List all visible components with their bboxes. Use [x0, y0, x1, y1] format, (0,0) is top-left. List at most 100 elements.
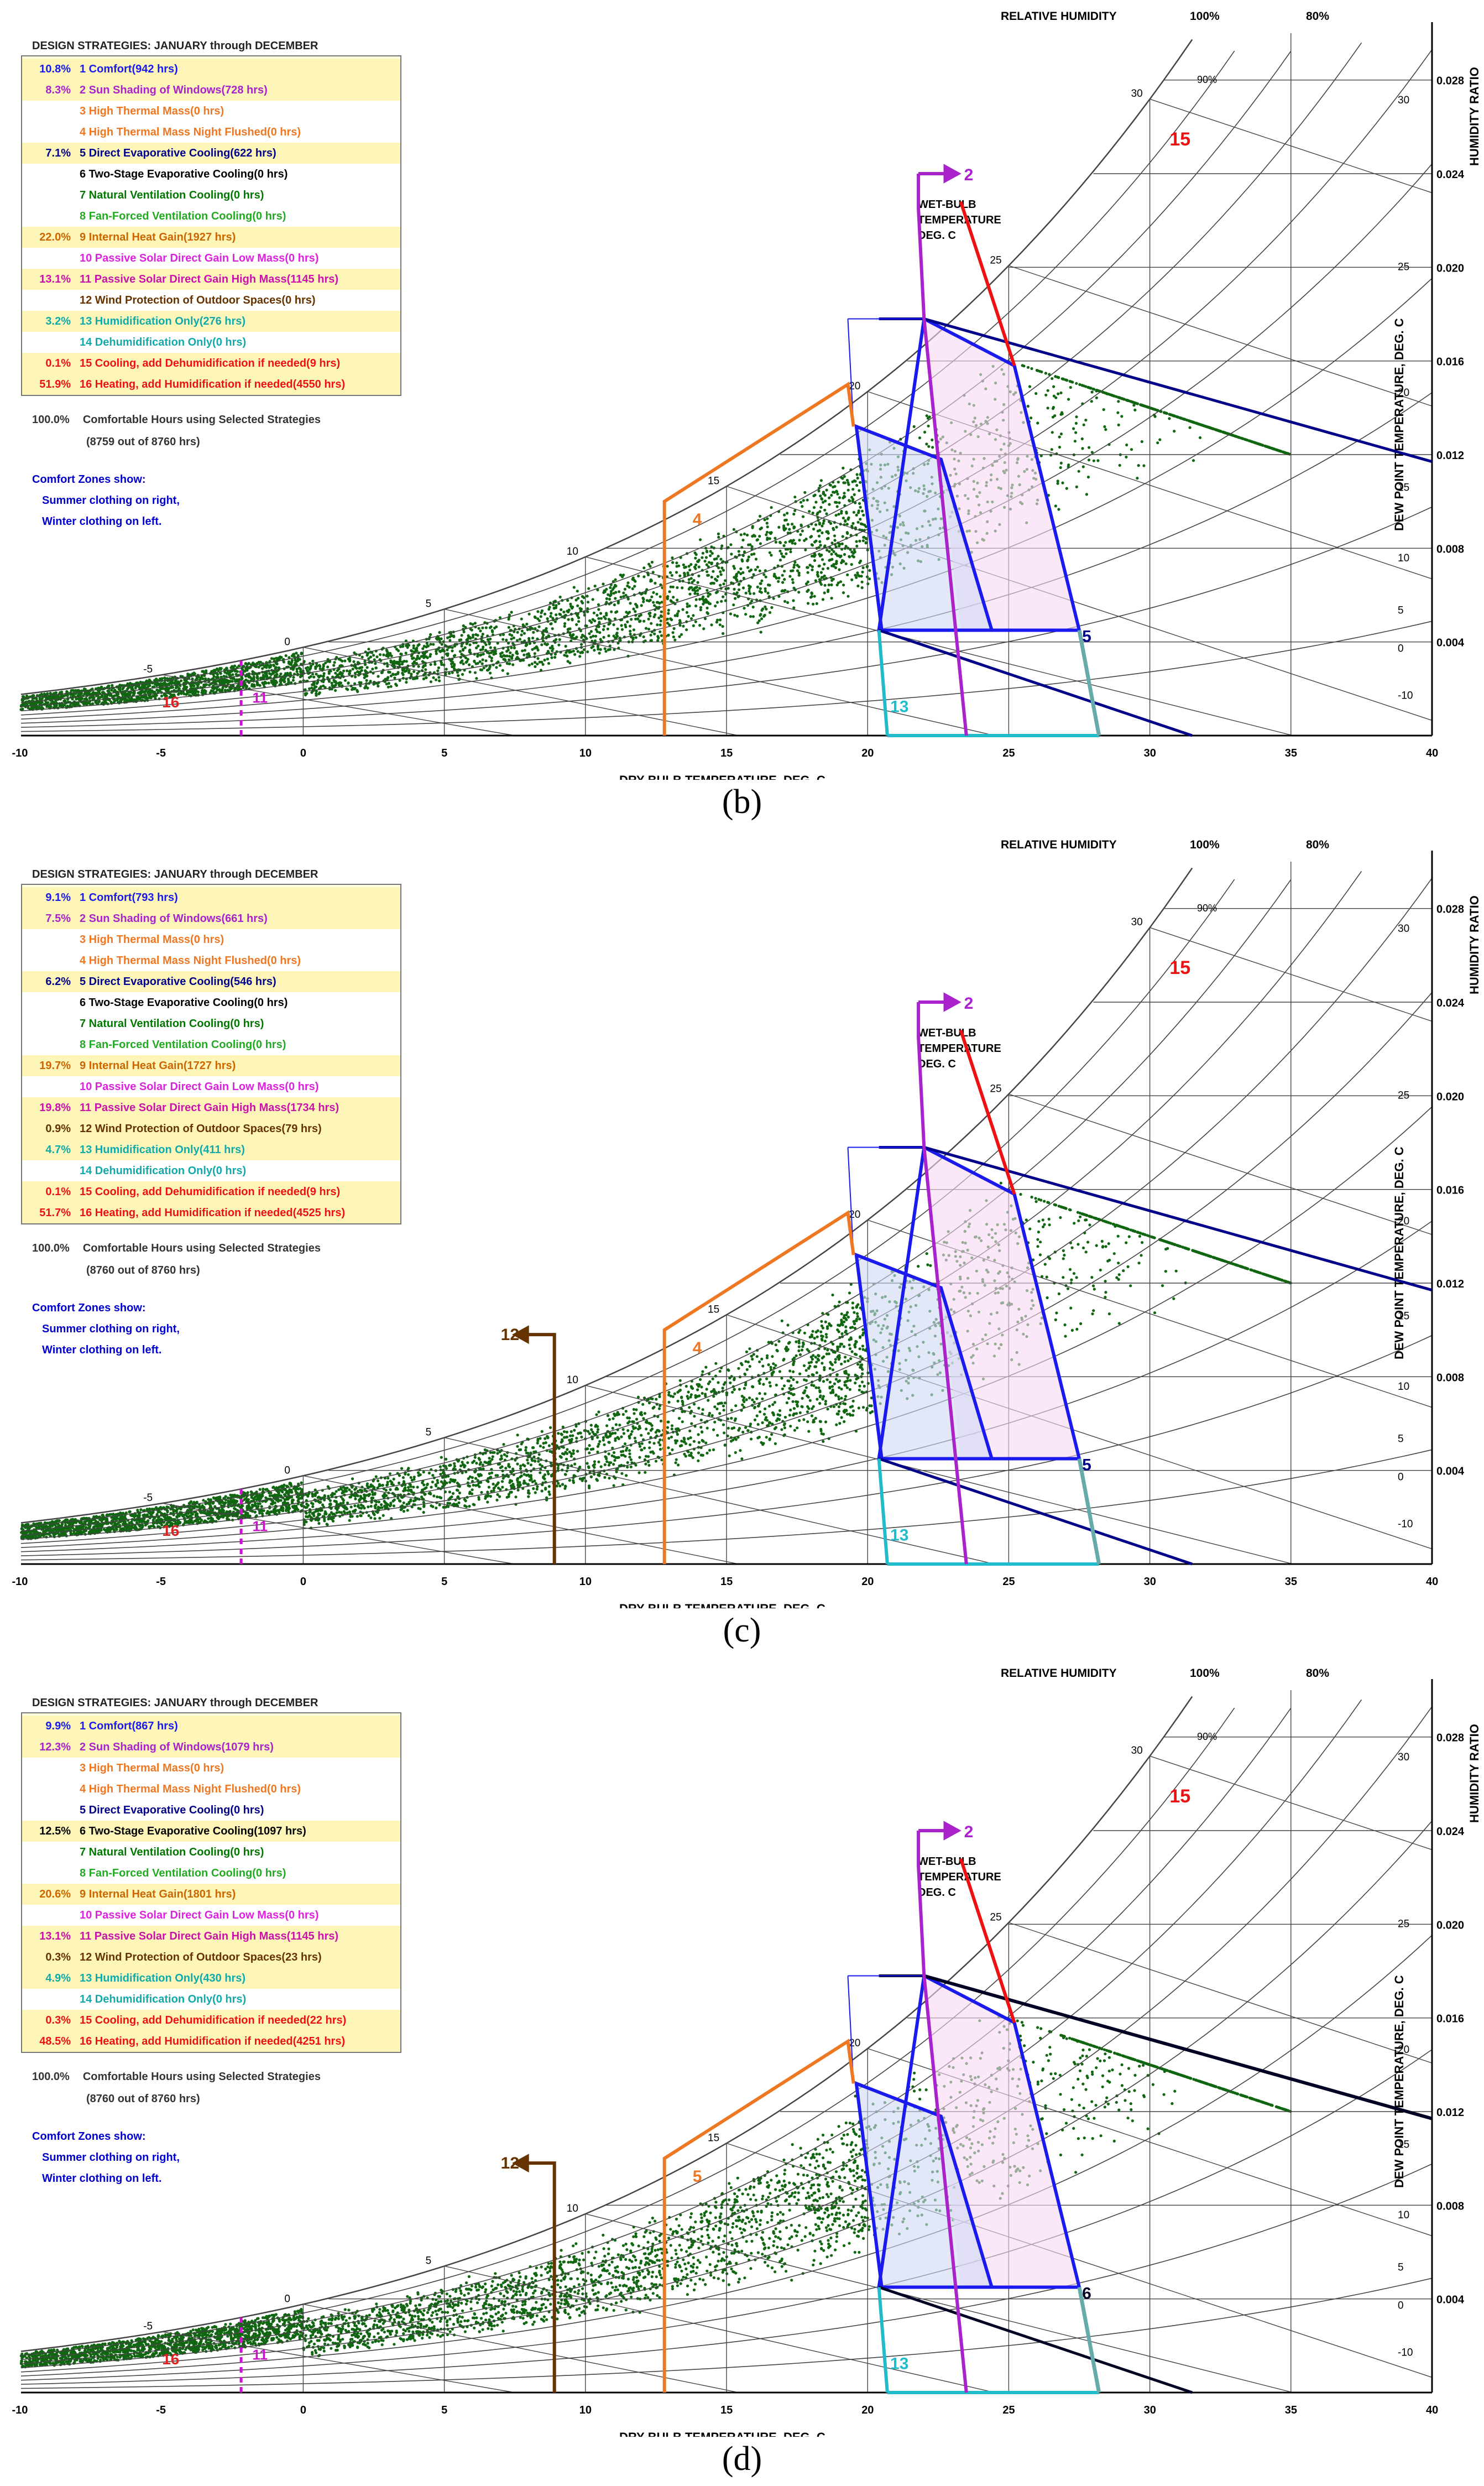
data-point: [829, 558, 832, 561]
data-point: [448, 671, 451, 675]
data-point: [378, 653, 382, 656]
data-point: [842, 466, 845, 470]
data-point: [572, 1449, 575, 1452]
data-point: [213, 680, 217, 684]
data-point: [397, 649, 400, 653]
data-point: [607, 593, 610, 596]
data-point: [832, 486, 835, 489]
data-point: [417, 665, 420, 668]
data-point: [1200, 424, 1204, 427]
data-point: [582, 648, 586, 652]
data-point: [702, 595, 705, 598]
zone-label-15: 15: [1169, 129, 1190, 150]
data-point: [405, 681, 408, 684]
data-point: [598, 652, 601, 655]
data-point: [778, 541, 782, 545]
data-point: [1028, 385, 1032, 388]
data-point: [351, 668, 354, 671]
data-point: [336, 669, 339, 673]
data-point: [860, 1380, 864, 1384]
data-point: [571, 605, 574, 609]
data-point: [1084, 419, 1088, 422]
data-point: [782, 526, 786, 529]
data-point: [694, 556, 697, 560]
data-point: [315, 692, 318, 695]
data-point: [766, 517, 769, 520]
data-point: [653, 604, 656, 607]
data-point: [546, 658, 550, 661]
data-point: [306, 666, 310, 669]
data-point: [1051, 377, 1054, 381]
data-point: [785, 552, 788, 555]
data-point: [786, 512, 789, 515]
data-point: [655, 592, 659, 596]
data-point: [145, 679, 148, 682]
data-point: [860, 575, 863, 578]
data-point: [358, 666, 361, 670]
strategy-row: 51.9% 16 Heating, add Humidification if n…: [22, 374, 400, 395]
data-point: [1062, 1257, 1065, 1260]
strategy-percent: 22.0%: [39, 231, 71, 243]
data-point: [777, 580, 780, 583]
data-point: [1082, 384, 1085, 388]
data-point: [603, 624, 606, 628]
zone-label-13: 13: [890, 698, 908, 716]
wet-bulb-tick-label: 15: [708, 475, 719, 487]
data-point: [251, 661, 255, 665]
data-point: [630, 618, 633, 621]
strategy-percent: 0.1%: [45, 357, 71, 369]
data-point: [833, 534, 837, 538]
data-point: [701, 1391, 704, 1395]
data-point: [824, 499, 827, 503]
data-point: [732, 565, 735, 568]
data-point: [445, 668, 448, 671]
data-point: [690, 586, 693, 589]
data-point: [365, 666, 369, 669]
data-point: [657, 616, 661, 619]
data-point: [694, 604, 698, 608]
data-point: [348, 670, 351, 673]
data-point: [699, 1378, 702, 1381]
data-point: [139, 1508, 143, 1512]
data-point: [481, 658, 484, 661]
data-point: [389, 685, 393, 688]
data-point: [715, 618, 719, 622]
data-point: [712, 1428, 715, 1431]
data-point: [154, 696, 157, 700]
data-point: [438, 679, 441, 682]
data-point: [195, 690, 198, 693]
data-point: [557, 602, 561, 605]
data-point: [505, 638, 508, 642]
data-point: [656, 639, 660, 642]
data-point: [829, 483, 832, 487]
sun-shading-arrowhead: [943, 164, 962, 184]
data-point: [527, 637, 531, 640]
data-point: [534, 665, 537, 668]
data-point: [545, 627, 548, 630]
data-point: [177, 687, 181, 690]
data-point: [102, 691, 105, 694]
data-point: [626, 581, 630, 585]
data-point: [853, 493, 856, 497]
data-point: [275, 681, 279, 684]
data-point: [807, 525, 810, 528]
data-point: [533, 652, 536, 655]
data-point: [233, 664, 237, 668]
data-point: [70, 689, 73, 692]
data-point: [572, 586, 576, 589]
strategy-label: 12 Wind Protection of Outdoor Spaces(0 h…: [80, 294, 316, 306]
data-point: [649, 633, 652, 637]
data-point: [859, 559, 863, 563]
data-point: [308, 668, 311, 671]
data-point: [415, 656, 419, 660]
data-point: [521, 649, 524, 653]
data-point: [743, 550, 746, 554]
data-point: [484, 643, 488, 647]
data-point: [543, 612, 547, 616]
data-point: [1195, 421, 1198, 425]
data-point: [659, 1438, 662, 1442]
data-point: [589, 630, 593, 633]
data-point: [752, 573, 755, 576]
data-point: [1052, 394, 1055, 398]
data-point: [634, 636, 638, 639]
